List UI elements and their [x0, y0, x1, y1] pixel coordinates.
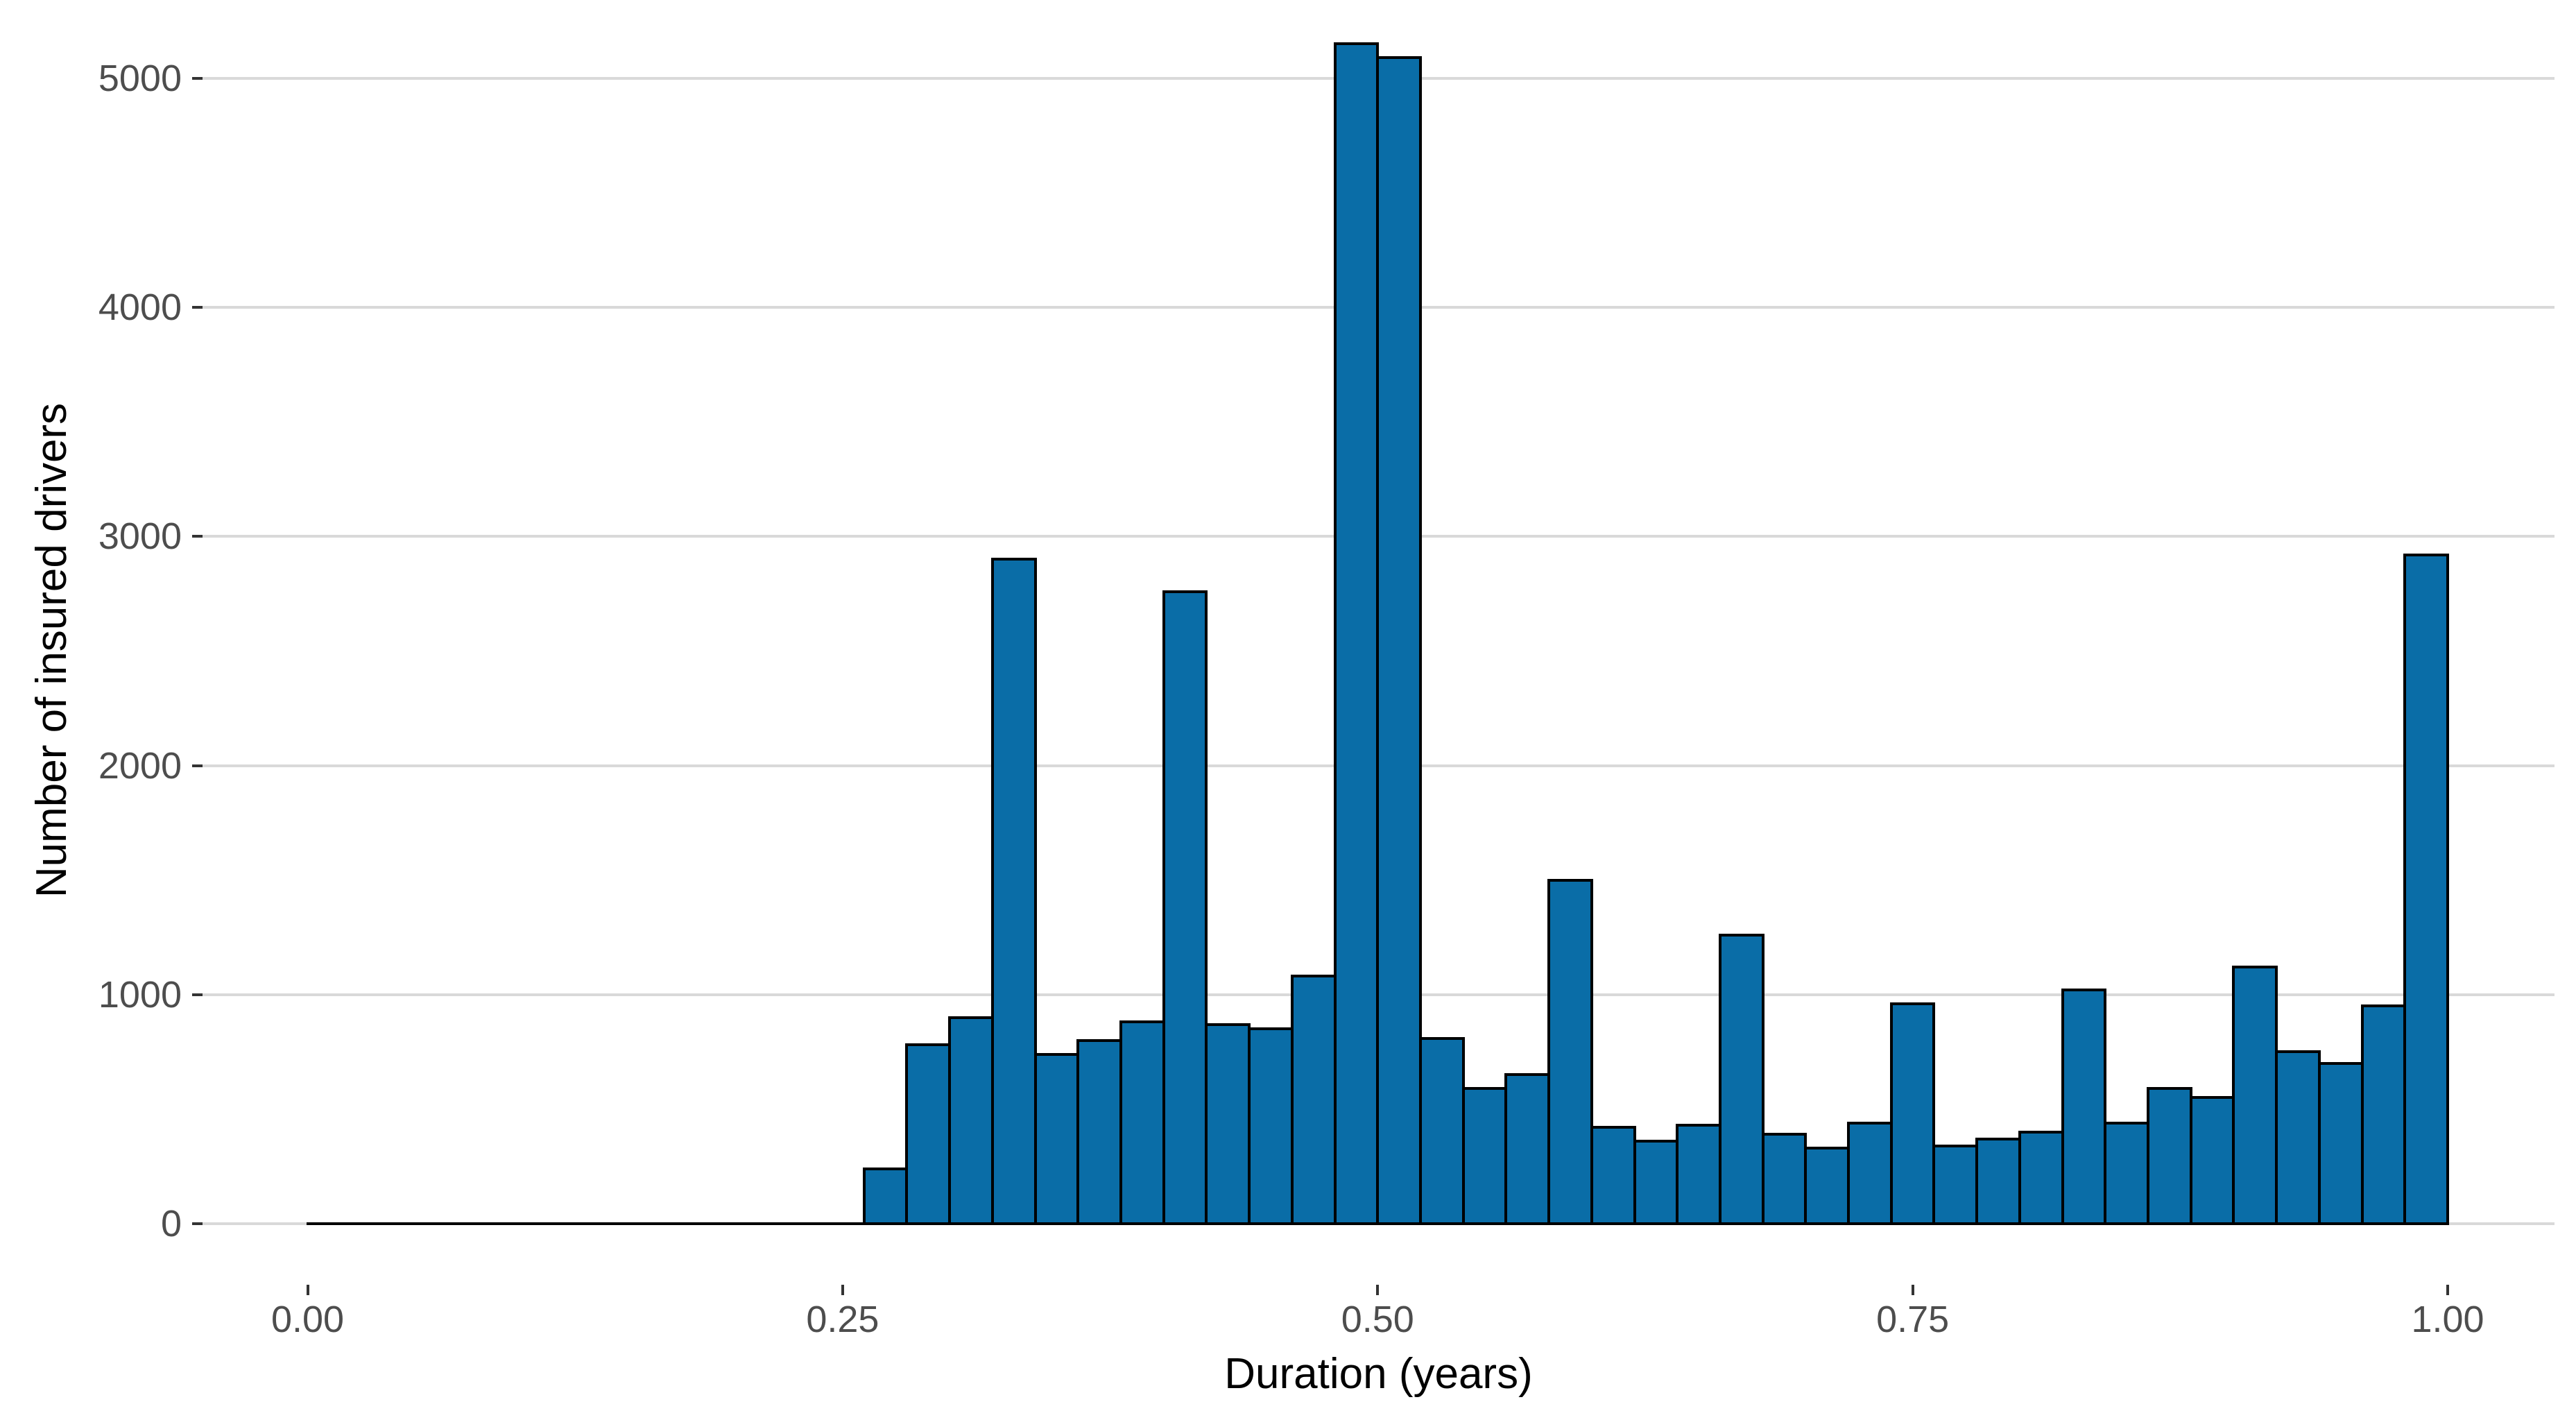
x-tick-mark	[306, 1285, 309, 1295]
x-axis-title-text: Duration (years)	[1224, 1349, 1533, 1398]
x-tick-mark	[1911, 1285, 1914, 1295]
x-tick-label: 0.50	[1341, 1299, 1414, 1340]
histogram-bar	[905, 1043, 952, 1225]
histogram-bar	[1804, 1147, 1851, 1225]
histogram-zero-bin	[777, 1222, 823, 1225]
histogram-zero-bin	[820, 1222, 866, 1225]
histogram-bar	[1162, 590, 1208, 1225]
histogram-bar	[1975, 1137, 2021, 1225]
histogram-bar	[1205, 1023, 1251, 1225]
y-tick-mark	[192, 535, 203, 538]
y-tick-mark	[192, 764, 203, 767]
histogram-bar	[2018, 1130, 2064, 1225]
x-tick-label: 0.00	[271, 1299, 345, 1340]
y-tick-label: 5000	[98, 58, 182, 99]
histogram-bar	[1376, 56, 1422, 1225]
histogram-bar	[2104, 1121, 2150, 1225]
histogram-bar	[1418, 1036, 1465, 1225]
histogram-bar	[990, 558, 1037, 1225]
x-tick-label: 1.00	[2411, 1299, 2484, 1340]
histogram-bar	[1290, 975, 1337, 1225]
x-tick-label: 0.25	[806, 1299, 879, 1340]
histogram-bar	[2189, 1096, 2235, 1225]
histogram-bar	[1761, 1133, 1808, 1225]
y-axis-title: Number of insured drivers	[14, 17, 90, 1283]
x-axis-title: Duration (years)	[203, 1337, 2554, 1410]
histogram-bar	[1676, 1124, 1721, 1225]
histogram-bar	[1932, 1144, 1979, 1225]
histogram-bar	[2147, 1087, 2192, 1225]
histogram-zero-bin	[434, 1222, 481, 1225]
histogram-bar	[2061, 989, 2107, 1225]
x-tick-mark	[1376, 1285, 1380, 1295]
histogram-zero-bin	[477, 1222, 524, 1225]
y-tick-mark	[192, 993, 203, 996]
histogram-bar	[1633, 1140, 1679, 1225]
histogram-zero-bin	[520, 1222, 566, 1225]
histogram-bar	[1033, 1052, 1080, 1225]
histogram-bar	[862, 1167, 909, 1225]
histogram-bar	[2275, 1050, 2321, 1225]
histogram-bar	[948, 1016, 994, 1225]
y-tick-label: 4000	[98, 287, 182, 329]
histogram-zero-bin	[306, 1222, 352, 1225]
histogram-bar	[1847, 1121, 1893, 1225]
x-tick-label: 0.75	[1876, 1299, 1950, 1340]
histogram-zero-bin	[349, 1222, 395, 1225]
y-tick-mark	[192, 77, 203, 80]
histogram-zero-bin	[691, 1222, 737, 1225]
histogram-bar	[1076, 1038, 1122, 1225]
y-tick-label: 0	[160, 1203, 182, 1245]
y-tick-label: 1000	[98, 973, 182, 1016]
histogram-zero-bin	[606, 1222, 652, 1225]
y-tick-mark	[192, 1222, 203, 1225]
x-tick-mark	[841, 1285, 844, 1295]
histogram-bar	[1889, 1002, 1936, 1225]
histogram-bar	[2317, 1061, 2364, 1225]
y-axis-title-text: Number of insured drivers	[28, 402, 76, 898]
y-tick-label: 3000	[98, 515, 182, 558]
histogram-zero-bin	[391, 1222, 438, 1225]
histogram-bar	[1590, 1126, 1636, 1225]
histogram-bar	[1119, 1020, 1165, 1225]
histogram-bar	[1333, 42, 1380, 1225]
y-tick-label: 2000	[98, 744, 182, 787]
histogram-bar	[1461, 1087, 1508, 1225]
histogram-zero-bin	[563, 1222, 609, 1225]
histogram-bar	[1504, 1073, 1551, 1225]
histogram-bar	[2403, 553, 2449, 1225]
histogram-bar	[1547, 878, 1593, 1225]
y-tick-mark	[192, 306, 203, 309]
histogram-bar	[2360, 1004, 2407, 1225]
x-tick-mark	[2446, 1285, 2449, 1295]
histogram-zero-bin	[649, 1222, 694, 1225]
histogram-zero-bin	[734, 1222, 780, 1225]
histogram-bar	[1718, 933, 1764, 1225]
histogram-bar	[1248, 1027, 1294, 1225]
histogram-bar	[2232, 966, 2278, 1225]
